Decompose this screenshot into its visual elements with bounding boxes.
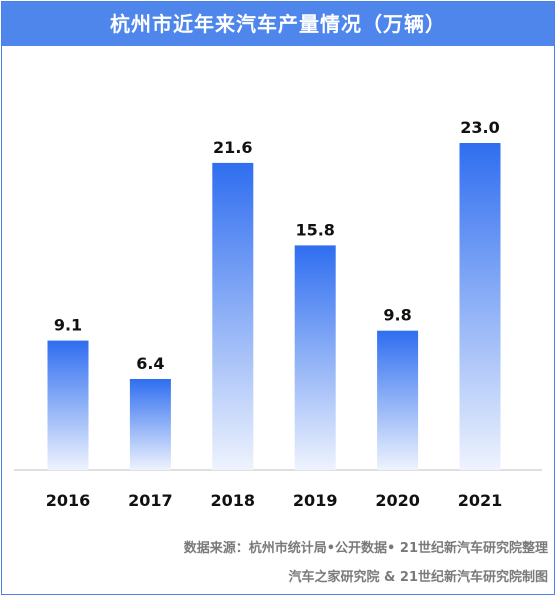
value-label-2021: 23.0 [460, 118, 499, 137]
bar-2018 [212, 162, 254, 470]
x-tick-label-2017: 2017 [128, 491, 173, 510]
value-label-2020: 9.8 [383, 306, 411, 325]
x-tick-label-2016: 2016 [46, 491, 91, 510]
x-tick-label-2020: 2020 [375, 491, 420, 510]
value-label-2017: 6.4 [136, 354, 164, 373]
x-tick-label-2018: 2018 [211, 491, 256, 510]
bar-2020 [377, 330, 419, 470]
x-tick-label-2021: 2021 [458, 491, 503, 510]
source-note: 数据来源：杭州市统计局•公开数据• 21世纪新汽车研究院整理 [183, 541, 548, 556]
value-label-2016: 9.1 [54, 316, 82, 335]
bar-2019 [294, 245, 336, 470]
chart-title: 杭州市近年来汽车产量情况（万辆） [2, 2, 554, 46]
bar-2016 [47, 340, 89, 470]
value-label-2019: 15.8 [295, 220, 334, 239]
bar-2021 [459, 143, 501, 470]
credit-note: 汽车之家研究院 & 21世纪新汽车研究院制图 [288, 570, 548, 585]
bar-2017 [129, 379, 171, 470]
value-label-2018: 21.6 [213, 138, 252, 157]
x-tick-label-2019: 2019 [293, 491, 338, 510]
